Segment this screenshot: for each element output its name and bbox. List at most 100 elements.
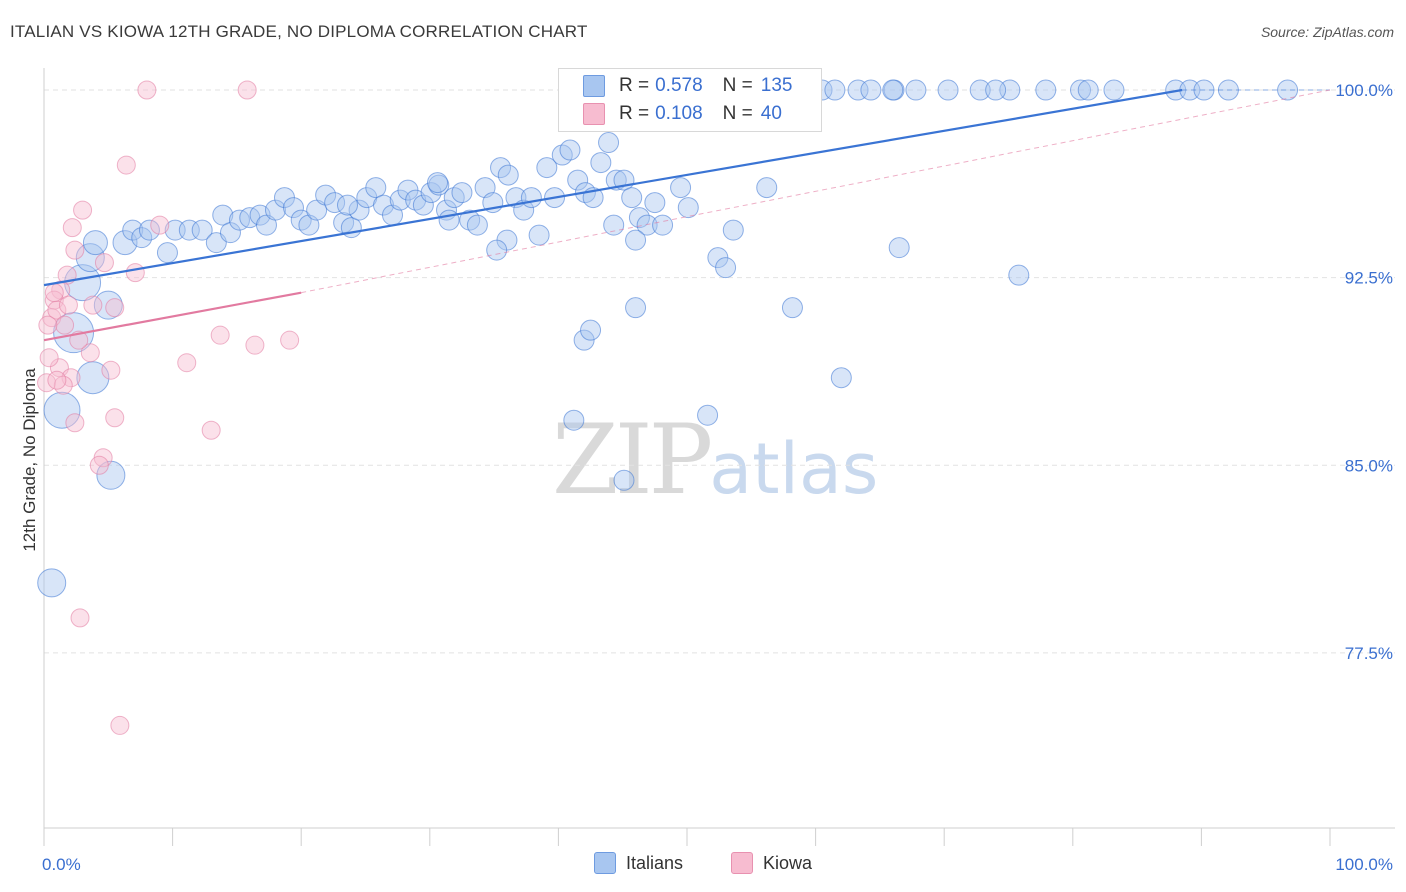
italians-point [628, 207, 650, 229]
legend-item-kiowa[interactable]: Kiowa [731, 852, 812, 874]
italians-point [1070, 79, 1092, 101]
italians-point [830, 367, 852, 389]
italians-point [715, 257, 737, 279]
italians-point [212, 204, 234, 226]
italians-point [82, 230, 108, 256]
italians-point [315, 184, 337, 206]
kiowa-point [177, 353, 197, 373]
kiowa-point [55, 315, 75, 335]
legend-label-kiowa: Kiowa [763, 852, 813, 873]
italians-point [486, 239, 508, 261]
italians-point [613, 469, 635, 491]
italians-point [122, 219, 144, 241]
kiowa-point [61, 368, 81, 388]
kiowa-point [47, 370, 67, 390]
x-tick-label-max: 100.0% [1335, 855, 1393, 874]
stats-r-label: R = [619, 103, 650, 124]
legend-label-italians: Italians [625, 852, 683, 873]
italians-point [513, 199, 535, 221]
italians-point [756, 177, 778, 199]
kiowa-point [105, 298, 125, 318]
italians-point [497, 164, 519, 186]
kiowa-point [58, 295, 78, 315]
italians-point [781, 297, 803, 319]
italians-point [138, 219, 160, 241]
stats-n-value: 40 [760, 103, 782, 124]
italians-point [824, 79, 846, 101]
kiowa-point [101, 360, 121, 380]
kiowa-point [210, 325, 230, 345]
y-tick-label: 77.5% [1345, 644, 1393, 663]
stats-swatch-italians [583, 75, 605, 97]
italians-point [427, 172, 449, 194]
watermark-zip: ZIP [552, 404, 713, 516]
italians-point [528, 224, 550, 246]
kiowa-point [89, 455, 109, 475]
kiowa-trend-line [43, 291, 302, 342]
stats-swatch-kiowa [583, 103, 605, 125]
italians-point [573, 329, 595, 351]
kiowa-point [83, 295, 103, 315]
series-legend: Italians Kiowa [0, 852, 1406, 874]
y-axis-label: 12th Grade, No Diploma [20, 368, 39, 552]
kiowa-point [39, 348, 59, 368]
italians-point [75, 243, 105, 273]
italians-point [191, 219, 213, 241]
italians-point [567, 169, 589, 191]
italians-point [882, 79, 904, 101]
italians-point [112, 230, 138, 256]
italians-point [847, 79, 869, 101]
italians-point [636, 214, 658, 236]
italians-point [625, 297, 647, 319]
italians-point [563, 409, 585, 431]
italians-point [644, 192, 666, 214]
italians-point [336, 194, 358, 216]
italians-point [420, 182, 442, 204]
italians-point [96, 460, 126, 490]
italians-point [969, 79, 991, 101]
stats-row-kiowa: R = 0.108 N = 40 [583, 101, 782, 127]
italians-point [178, 219, 200, 241]
italians-point [652, 214, 674, 236]
italians-point [937, 79, 959, 101]
italians-trend-line [43, 88, 1183, 287]
italians-point [985, 79, 1007, 101]
kiowa-point [80, 343, 100, 363]
legend-item-italians[interactable]: Italians [593, 852, 683, 874]
kiowa-point [125, 263, 145, 283]
italians-point [1277, 79, 1299, 101]
kiowa-point [44, 283, 64, 303]
x-tick-label-min: 0.0% [42, 855, 81, 874]
kiowa-trend-extension [301, 89, 1331, 294]
kiowa-point [62, 218, 82, 238]
chart-title: ITALIAN VS KIOWA 12TH GRADE, NO DIPLOMA … [10, 22, 588, 41]
stats-n-label: N = [722, 103, 753, 124]
stats-r-value: 0.108 [655, 103, 703, 124]
stats-row-italians: R = 0.578 N = 135 [583, 73, 792, 99]
kiowa-point [94, 253, 114, 273]
stats-legend: R = 0.578 N = 135 R = 0.108 N = 40 [558, 68, 822, 132]
italians-point [412, 194, 434, 216]
italians-point [621, 187, 643, 209]
legend-swatch-kiowa [731, 852, 753, 874]
italians-point [37, 568, 67, 598]
kiowa-point [65, 413, 85, 433]
italians-point [365, 177, 387, 199]
italians-point [228, 209, 250, 231]
italians-point [490, 157, 512, 179]
italians-point [625, 229, 647, 251]
stats-n-label: N = [722, 75, 753, 96]
italians-point [466, 214, 488, 236]
italians-point [860, 79, 882, 101]
kiowa-point [237, 80, 257, 100]
italians-point [1035, 79, 1057, 101]
source-credit: Source: ZipAtlas.com [1260, 24, 1394, 40]
italians-point [131, 227, 153, 249]
italians-point [219, 222, 241, 244]
watermark-atlas: atlas [709, 428, 879, 510]
italians-point [43, 391, 81, 429]
italians-point [677, 197, 699, 219]
kiowa-point [70, 608, 90, 628]
italians-point [282, 197, 304, 219]
